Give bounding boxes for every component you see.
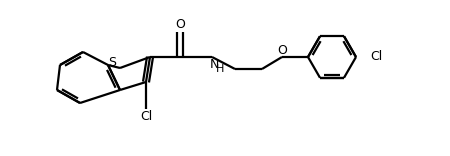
Text: N: N bbox=[209, 58, 219, 71]
Text: Cl: Cl bbox=[370, 51, 382, 63]
Text: O: O bbox=[277, 44, 287, 56]
Text: H: H bbox=[216, 64, 224, 74]
Text: S: S bbox=[108, 56, 116, 70]
Text: O: O bbox=[175, 17, 185, 31]
Text: Cl: Cl bbox=[140, 110, 152, 124]
